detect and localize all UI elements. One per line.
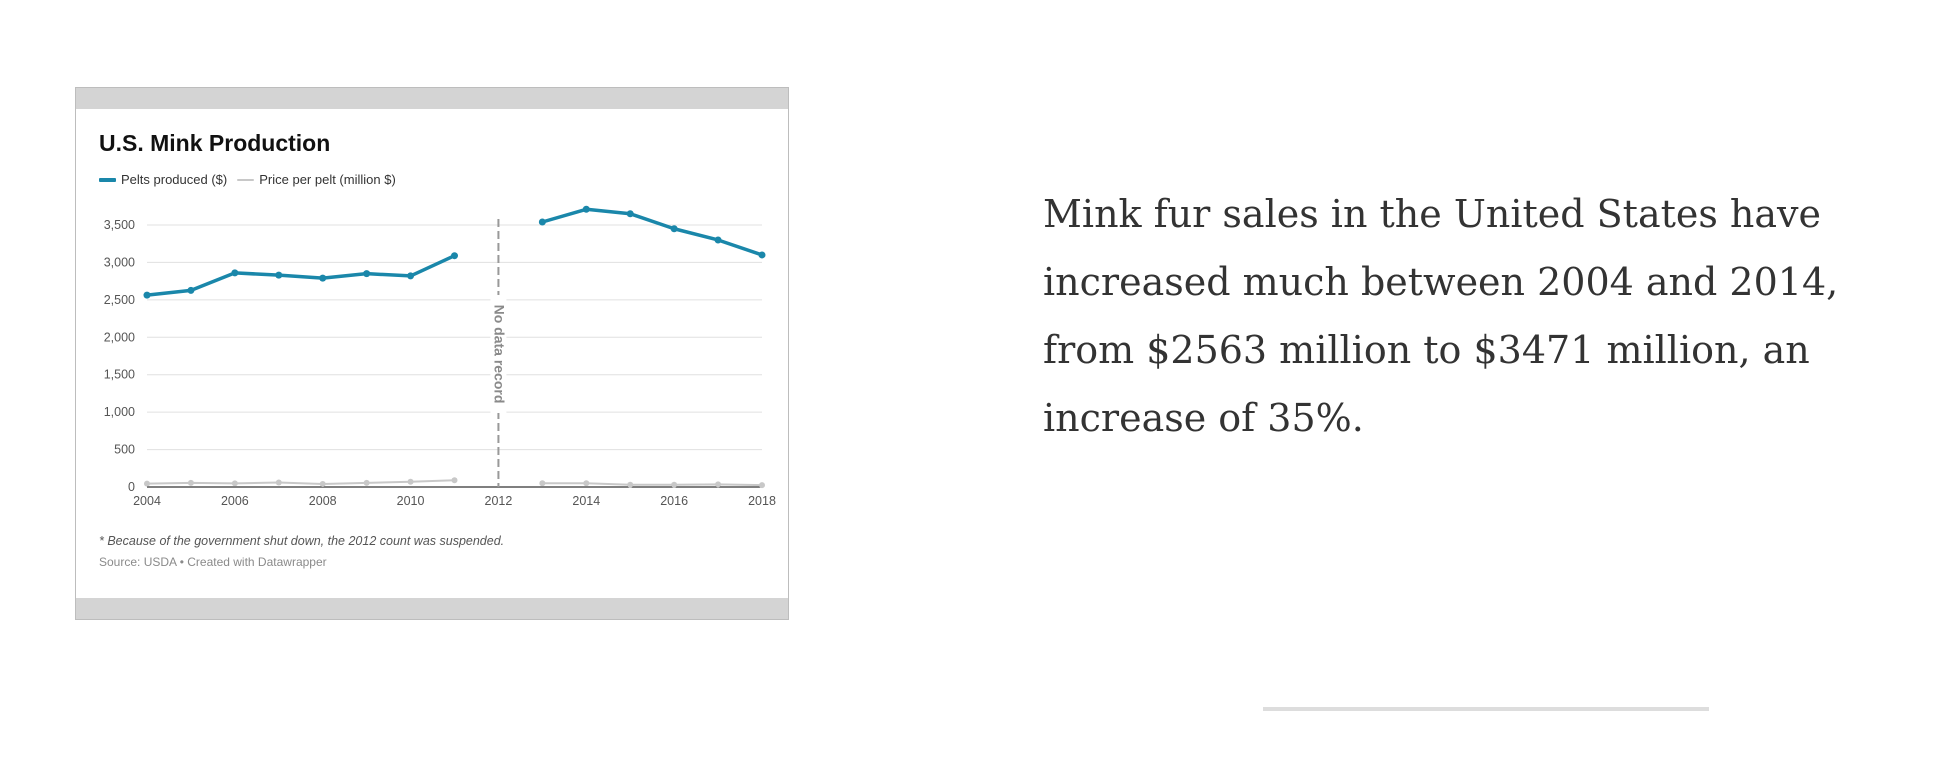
series-line-price [146,479,456,486]
data-point-pelts [758,251,766,259]
chart-legend: Pelts produced ($) Price per pelt (milli… [99,172,406,187]
data-point-pelts [319,274,327,282]
legend-label-price: Price per pelt (million $) [259,172,396,187]
legend-item-pelts: Pelts produced ($) [99,172,227,187]
x-tick-label: 2010 [397,494,425,508]
legend-swatch-price [237,178,255,181]
x-tick-label: 2004 [133,494,161,508]
data-point-pelts [275,271,283,279]
data-point-pelts [407,272,415,280]
data-point-price [187,479,194,486]
data-point-pelts [626,210,634,218]
data-point-price [627,481,634,488]
y-tick-label: 2,000 [104,330,135,344]
card-bottom-band [76,598,788,619]
data-point-pelts [363,270,371,278]
legend-swatch-pelts [99,177,116,182]
x-tick-label: 2012 [485,494,513,508]
data-point-price [407,478,414,485]
chart-card: U.S. Mink Production Pelts produced ($) … [75,87,789,620]
x-tick-label: 2016 [660,494,688,508]
y-tick-label: 3,000 [104,255,135,269]
legend-label-pelts: Pelts produced ($) [121,172,228,187]
data-point-price [715,481,722,488]
data-point-price [539,480,546,487]
x-tick-label: 2006 [221,494,249,508]
data-point-pelts [670,225,678,233]
data-point-price [759,482,765,489]
chart-title: U.S. Mink Production [99,130,331,156]
series-line-pelts [540,207,764,257]
y-tick-label: 1,000 [104,405,135,419]
annotation-label-background [490,295,507,413]
y-tick-label: 0 [128,480,135,494]
card-top-band [76,88,788,109]
data-point-pelts [714,236,722,244]
data-point-pelts [143,291,151,299]
data-point-price [671,481,678,488]
series-line-pelts [145,253,457,297]
data-point-price [144,480,150,487]
line-chart: 0 500 1,000 1,500 2,000 2,500 3,000 3,500 2004 20… [104,205,776,508]
x-tick-label: 2014 [572,494,600,508]
data-point-pelts [582,205,590,213]
data-point-pelts [538,218,546,226]
data-point-price [363,479,370,486]
y-tick-label: 500 [114,443,135,457]
x-tick-label: 2008 [309,494,337,508]
data-point-price [583,480,590,487]
annotation-label: No data record [492,305,508,404]
y-tick-label: 3,500 [104,218,135,232]
y-tick-label: 2,500 [104,293,135,307]
y-tick-label: 1,500 [104,368,135,382]
data-point-pelts [231,269,239,277]
data-point-price [231,480,238,487]
data-point-price [451,477,458,484]
data-point-pelts [187,286,195,294]
series-line-price [541,482,763,487]
chart-source: Source: USDA • Created with Datawrapper [99,555,327,569]
data-point-price [275,479,282,486]
chart-footnote: * Because of the government shut down, t… [99,534,505,548]
x-tick-label: 2018 [748,494,776,508]
article-paragraph: Mink fur sales in the United States have… [1043,192,1839,440]
data-point-pelts [451,252,458,260]
divider-line [1263,707,1709,711]
data-point-price [319,481,326,488]
legend-item-price: Price per pelt (million $) [237,172,396,187]
